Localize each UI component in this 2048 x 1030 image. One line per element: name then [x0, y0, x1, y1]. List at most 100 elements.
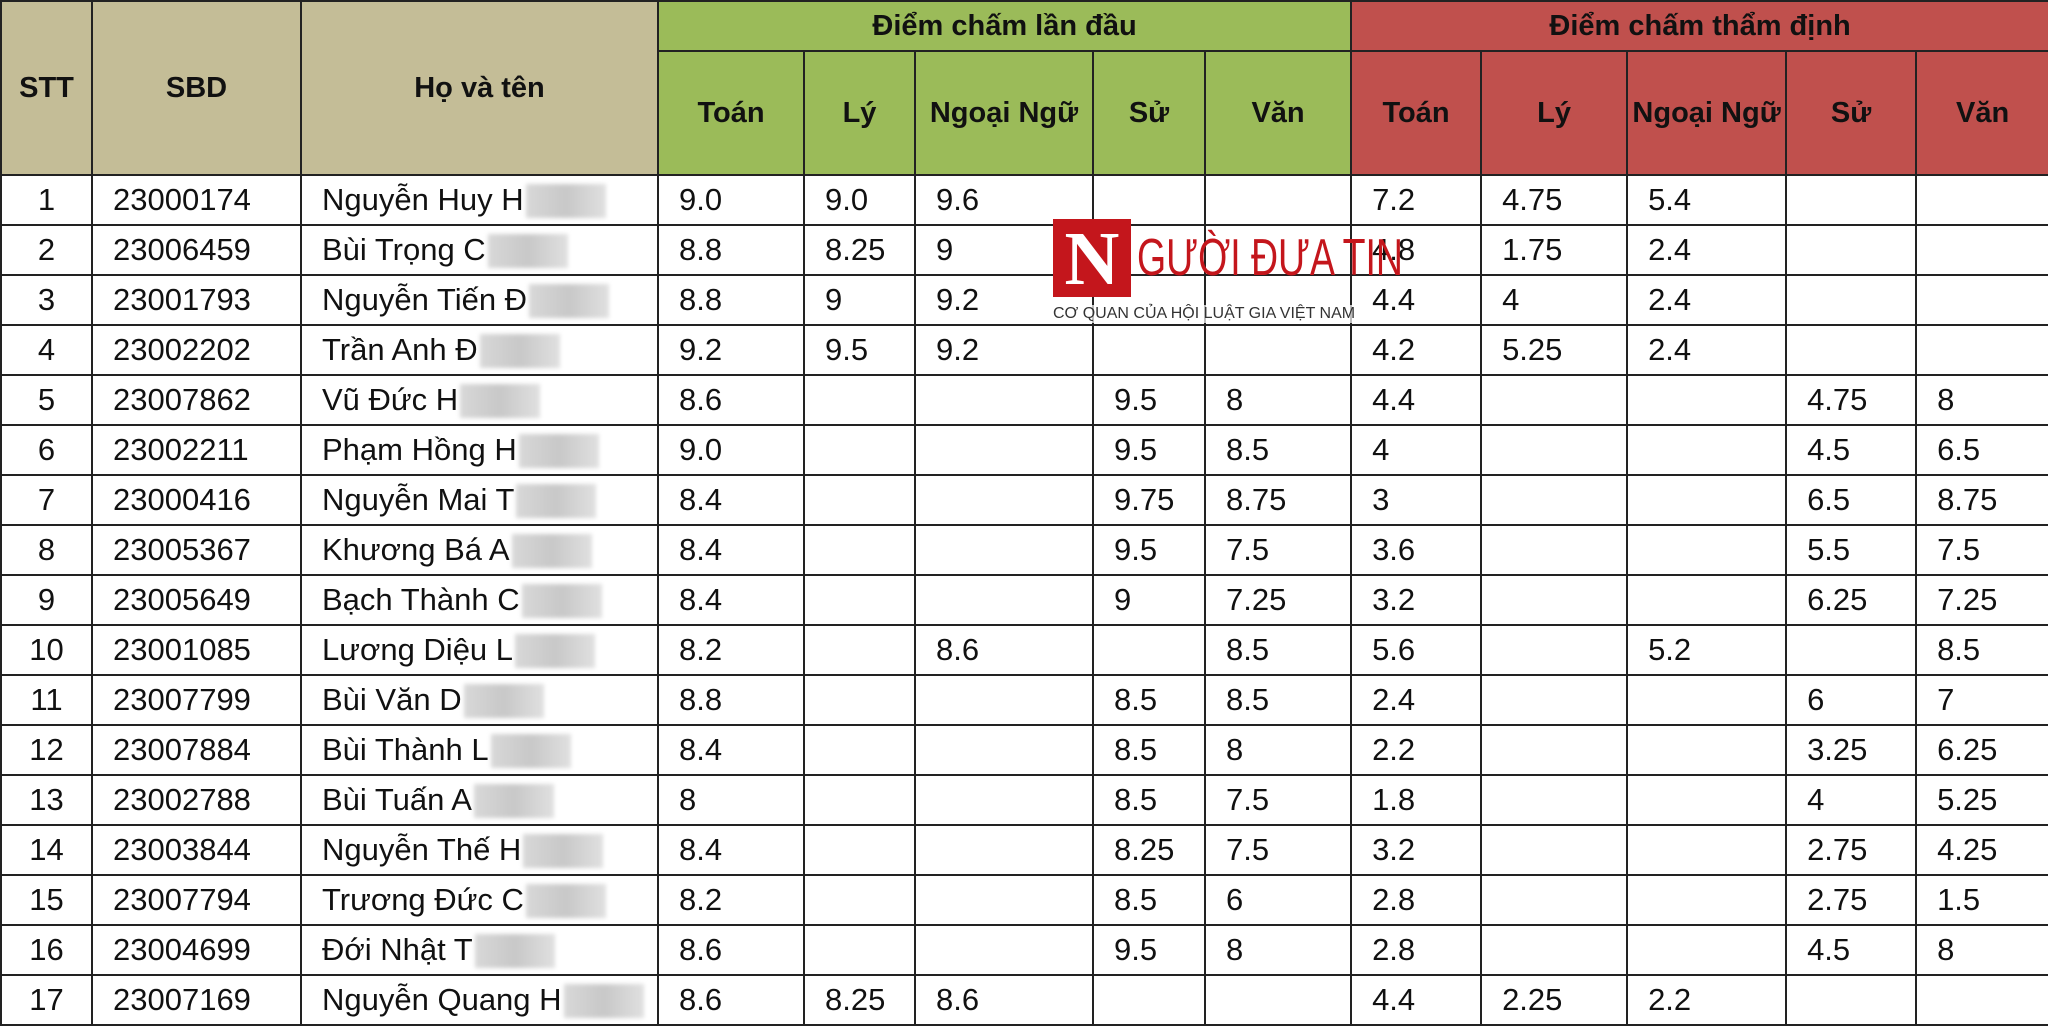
score-cell: 7.5: [1203, 824, 1353, 876]
name-redaction: [515, 634, 596, 669]
data-row: 17 23007169 Nguyễn Quang H 8.6 8.25 8.6 4.4 2.2…: [0, 974, 2048, 1026]
score-cell: [1480, 724, 1629, 776]
name-text: Lương Diệu L: [322, 631, 514, 667]
score-cell: 2.4: [1350, 674, 1483, 726]
candidate-id: 23007884: [91, 724, 302, 776]
name-text: Nguyễn Huy H: [322, 181, 524, 217]
score-cell: [914, 724, 1094, 776]
score-cell: 5.5: [1785, 524, 1918, 576]
score-cell: 2.2: [1350, 724, 1483, 776]
score-cell: [1785, 624, 1918, 676]
row-number: 4: [0, 324, 93, 376]
score-cell: 8.25: [1092, 824, 1206, 876]
score-cell: 6: [1785, 674, 1918, 726]
score-cell: 2.75: [1785, 824, 1918, 876]
candidate-id: 23002211: [91, 424, 302, 476]
row-number: 14: [0, 824, 93, 876]
score-cell: [803, 874, 916, 926]
score-cell: 6.25: [1785, 574, 1918, 626]
score-cell: [914, 524, 1094, 576]
score-cell: 8.5: [1092, 724, 1206, 776]
candidate-id: 23004699: [91, 924, 302, 976]
score-cell: [1915, 224, 2048, 276]
candidate-name: Lương Diệu L: [300, 624, 659, 676]
score-cell: 8.75: [1203, 474, 1353, 526]
score-cell: 9.5: [1092, 524, 1206, 576]
score-cell: 4.5: [1785, 924, 1918, 976]
score-cell: [1480, 374, 1629, 426]
score-cell: 5.25: [1915, 774, 2048, 826]
candidate-name: Nguyễn Huy H: [300, 174, 659, 226]
score-cell: 7.25: [1915, 574, 2048, 626]
name-redaction: [529, 284, 610, 319]
row-number: 8: [0, 524, 93, 576]
score-cell: [1915, 974, 2048, 1026]
candidate-id: 23005367: [91, 524, 302, 576]
score-cell: 7: [1915, 674, 2048, 726]
name-text: Nguyễn Mai T: [322, 481, 515, 517]
score-cell: [803, 524, 916, 576]
data-row: 8 23005367 Khương Bá A 8.4 9.5 7.5 3.6 5.5 7.5: [0, 524, 2048, 576]
score-cell: [1480, 874, 1629, 926]
score-cell: 4.5: [1785, 424, 1918, 476]
score-cell: [914, 824, 1094, 876]
score-cell: [1785, 174, 1918, 226]
score-cell: 9.5: [1092, 424, 1206, 476]
data-row: 3 23001793 Nguyễn Tiến Đ 8.8 9 9.2 4.4 4 2.4: [0, 274, 2048, 326]
score-cell: [1626, 524, 1788, 576]
score-cell: [1480, 824, 1629, 876]
row-number: 6: [0, 424, 93, 476]
score-cell: [1092, 624, 1206, 676]
row-number: 10: [0, 624, 93, 676]
row-number: 16: [0, 924, 93, 976]
data-row: 2 23006459 Bùi Trọng C 8.8 8.25 9 4.8 1.75 2.4: [0, 224, 2048, 276]
score-cell: 9.5: [1092, 374, 1206, 426]
score-cell: [1785, 324, 1918, 376]
subject-header: Lý: [1480, 50, 1629, 176]
data-row: 5 23007862 Vũ Đức H 8.6 9.5 8 4.4 4.75 8: [0, 374, 2048, 426]
score-cell: [1203, 324, 1353, 376]
score-cell: [1785, 974, 1918, 1026]
score-cell: 4.4: [1350, 974, 1483, 1026]
score-cell: 9.5: [803, 324, 916, 376]
score-cell: 1.75: [1480, 224, 1629, 276]
candidate-id: 23006459: [91, 224, 302, 276]
score-cell: 8: [1203, 924, 1353, 976]
score-cell: [1626, 424, 1788, 476]
candidate-name: Nguyễn Tiến Đ: [300, 274, 659, 326]
score-cell: [1915, 274, 2048, 326]
score-cell: [1480, 924, 1629, 976]
subject-header: Văn: [1203, 50, 1353, 176]
name-redaction: [518, 434, 599, 469]
score-cell: 2.25: [1480, 974, 1629, 1026]
row-number: 2: [0, 224, 93, 276]
score-cell: 7.5: [1915, 524, 2048, 576]
score-cell: 2.75: [1785, 874, 1918, 926]
score-cell: 8: [657, 774, 805, 826]
candidate-id: 23007799: [91, 674, 302, 726]
subject-header: Ngoại Ngữ: [1626, 50, 1788, 176]
score-cell: 1.5: [1915, 874, 2048, 926]
score-cell: 8.5: [1915, 624, 2048, 676]
data-row: 10 23001085 Lương Diệu L 8.2 8.6 8.5 5.6 5.2 8.5: [0, 624, 2048, 676]
row-number: 9: [0, 574, 93, 626]
score-cell: [1203, 174, 1353, 226]
score-cell: [803, 924, 916, 976]
score-cell: 8.4: [657, 724, 805, 776]
data-row: 11 23007799 Bùi Văn D 8.8 8.5 8.5 2.4 6 7: [0, 674, 2048, 726]
row-number: 11: [0, 674, 93, 726]
candidate-id: 23002788: [91, 774, 302, 826]
score-cell: 8.4: [657, 524, 805, 576]
data-row: 6 23002211 Phạm Hồng H 9.0 9.5 8.5 4 4.5 6.5: [0, 424, 2048, 476]
score-cell: [1480, 674, 1629, 726]
score-cell: 8.6: [657, 924, 805, 976]
table-header: STT SBD Họ và tên Điểm chấm lần đầu Điểm chấ…: [0, 0, 2048, 176]
name-text: Bạch Thành C: [322, 581, 520, 617]
score-cell: 9: [1092, 574, 1206, 626]
name-redaction: [511, 534, 592, 569]
name-text: Đới Nhật T: [322, 931, 473, 967]
score-cell: [1785, 274, 1918, 326]
name-text: Bùi Văn D: [322, 681, 462, 717]
column-header: SBD: [91, 0, 302, 176]
watermark: N GƯỜI ĐƯA TIN CƠ QUAN CỦA HỘI LUẬT GIA …: [1053, 219, 1403, 327]
